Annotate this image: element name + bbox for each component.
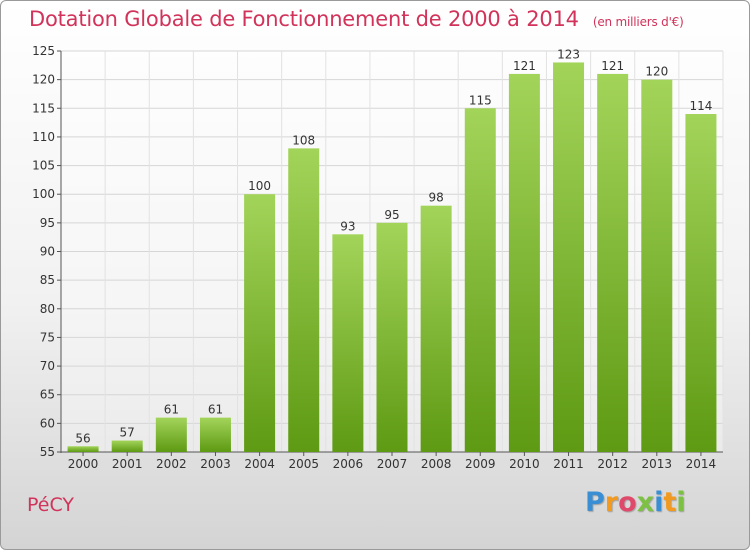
bar-2011 — [553, 62, 585, 452]
data-label: 123 — [557, 47, 580, 61]
labels: 55 60 65 70 75 80 85 90 95 100 105 110 115 120 125 56 20… — [32, 44, 716, 471]
bar-2007 — [376, 222, 408, 452]
data-label: 61 — [208, 403, 223, 417]
bar-2009 — [464, 108, 496, 453]
data-label: 100 — [248, 179, 271, 193]
bar-2010 — [508, 73, 540, 453]
data-label: 114 — [689, 99, 712, 113]
bar-2002 — [155, 417, 187, 452]
data-label: 121 — [601, 59, 624, 73]
bar-2006 — [332, 234, 364, 452]
logo-letter: i — [676, 487, 686, 518]
proxiti-logo: Proxiti — [585, 487, 686, 518]
y-tick-label: 90 — [40, 245, 55, 259]
x-tick-label: 2013 — [642, 457, 673, 471]
bar-2005 — [288, 148, 320, 452]
x-tick-label: 2007 — [377, 457, 408, 471]
y-tick-label: 110 — [32, 130, 55, 144]
y-tick-label: 65 — [40, 388, 55, 402]
x-tick-label: 2004 — [244, 457, 275, 471]
x-tick-label: 2003 — [200, 457, 231, 471]
x-tick-label: 2009 — [465, 457, 496, 471]
data-label: 121 — [513, 59, 536, 73]
x-tick-label: 2005 — [288, 457, 319, 471]
y-tick-label: 115 — [32, 101, 55, 115]
commune-name: PéCY — [27, 494, 75, 516]
data-label: 115 — [469, 93, 492, 107]
bar-2004 — [244, 194, 276, 452]
logo-letter: r — [604, 487, 619, 518]
y-tick-label: 75 — [40, 330, 55, 344]
x-tick-label: 2010 — [509, 457, 540, 471]
bar-2000 — [67, 446, 99, 452]
y-tick-label: 95 — [40, 216, 55, 230]
data-label: 108 — [292, 133, 315, 147]
bar-2003 — [199, 417, 231, 452]
y-tick-label: 105 — [32, 159, 55, 173]
data-label: 57 — [120, 426, 135, 440]
data-label: 56 — [75, 431, 90, 445]
bars — [67, 62, 717, 453]
x-tick-label: 2008 — [421, 457, 452, 471]
data-label: 120 — [645, 65, 668, 79]
bar-2012 — [597, 73, 629, 453]
y-tick-label: 80 — [40, 302, 55, 316]
bar-2008 — [420, 205, 452, 452]
logo-letter: P — [585, 487, 605, 518]
x-tick-label: 2011 — [553, 457, 584, 471]
y-tick-label: 100 — [32, 187, 55, 201]
y-tick-label: 60 — [40, 416, 55, 430]
data-label: 98 — [428, 191, 443, 205]
data-label: 93 — [340, 219, 355, 233]
logo-letter: t — [663, 487, 677, 518]
chart-unit: (en milliers d'€) — [592, 15, 684, 29]
bar-2013 — [641, 79, 673, 453]
x-tick-label: 2012 — [597, 457, 628, 471]
y-tick-label: 85 — [40, 273, 55, 287]
y-tick-label: 125 — [32, 44, 55, 58]
x-tick-label: 2002 — [156, 457, 187, 471]
chart-title: Dotation Globale de Fonctionnement de 20… — [29, 7, 684, 31]
logo-letter: i — [654, 487, 664, 518]
x-tick-label: 2000 — [68, 457, 99, 471]
y-tick-label: 70 — [40, 359, 55, 373]
data-label: 95 — [384, 208, 399, 222]
data-label: 61 — [164, 403, 179, 417]
y-tick-label: 120 — [32, 73, 55, 87]
logo-letter: o — [618, 487, 637, 518]
y-tick-label: 55 — [40, 445, 55, 459]
x-tick-label: 2001 — [112, 457, 143, 471]
logo-letter: x — [636, 487, 655, 518]
bar-2001 — [111, 440, 143, 452]
x-tick-label: 2006 — [333, 457, 364, 471]
title-text: Dotation Globale de Fonctionnement de 20… — [29, 7, 579, 31]
x-tick-label: 2014 — [686, 457, 717, 471]
bar-2014 — [685, 114, 717, 452]
